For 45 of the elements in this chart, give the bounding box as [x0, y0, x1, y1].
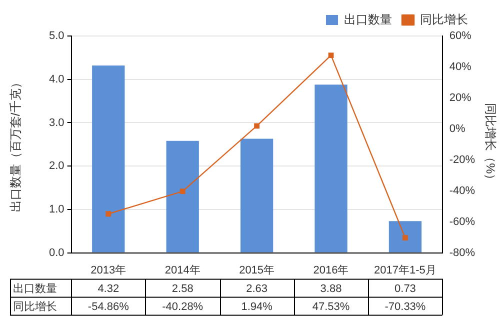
y2-tick-label: -40% [449, 184, 476, 197]
y2-axis-title: 同比增长（%） [484, 103, 498, 186]
data-label: 2.58 [172, 282, 194, 295]
y-tick-label: 2.0 [48, 160, 64, 172]
y2-tick-label: 0% [449, 122, 466, 135]
data-label: -70.33% [384, 300, 426, 313]
x-tick-label: 2014年 [164, 264, 200, 276]
point [328, 52, 334, 58]
y2-tick-label: -20% [449, 154, 476, 166]
data-label: 0.73 [394, 282, 416, 295]
y-tick-label: 0.0 [48, 246, 64, 259]
point [106, 211, 112, 217]
y2-tick-label: 60% [449, 30, 472, 42]
x-tick-label: 2017年1-5月 [374, 264, 436, 276]
point [254, 123, 260, 129]
y2-tick-label: 40% [449, 61, 472, 74]
text: 出口数量 [13, 282, 57, 295]
point [180, 188, 186, 194]
bar [92, 65, 125, 252]
bar [166, 140, 199, 252]
x-tick-label: 2016年 [313, 264, 349, 276]
data-label: -40.28% [162, 300, 204, 313]
bar [240, 138, 274, 252]
y2-tick-label: 20% [449, 92, 472, 104]
legend-label: 同比增长 [420, 12, 468, 26]
x-tick-label: 2013年 [90, 264, 126, 276]
data-label: 2.63 [246, 282, 268, 295]
x-tick-label: 2015年 [239, 264, 275, 276]
y-tick-label: 5.0 [48, 30, 64, 42]
bar [314, 84, 348, 252]
data-label: 47.53% [312, 300, 350, 313]
y-tick-label: 1.0 [48, 203, 64, 216]
text: 同比增长 [13, 300, 57, 313]
y2-tick-label: -60% [449, 216, 476, 228]
y-tick-label: 4.0 [48, 73, 64, 86]
y-axis-title: 出口数量（百万套/千克） [8, 76, 22, 212]
point [402, 235, 408, 241]
data-label: 3.88 [320, 282, 342, 295]
y-tick-label: 3.0 [48, 116, 64, 129]
legend-label: 出口数量 [344, 12, 392, 26]
data-label: 4.32 [98, 282, 120, 295]
data-label: -54.86% [88, 300, 130, 313]
y2-tick-label: -80% [449, 246, 476, 259]
data-label: 1.94% [241, 300, 273, 313]
bar [388, 221, 422, 252]
